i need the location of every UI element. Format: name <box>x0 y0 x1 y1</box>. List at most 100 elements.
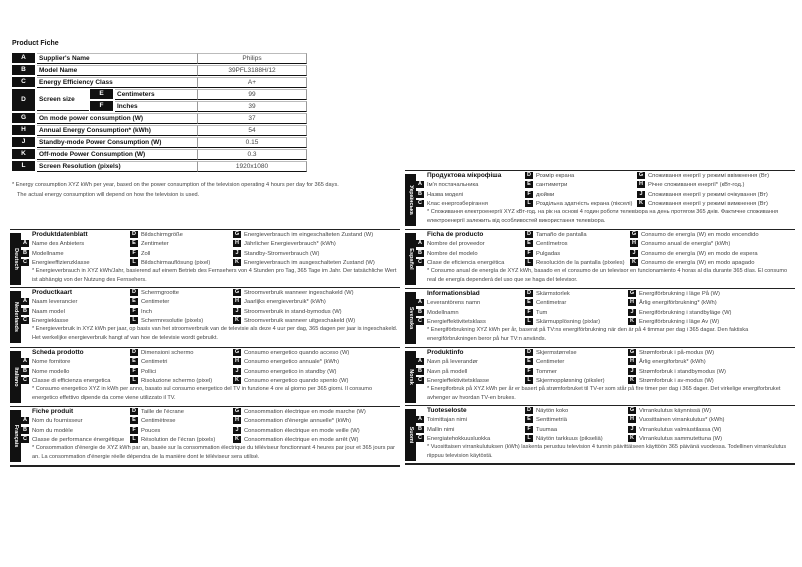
letter-badge: B <box>21 426 29 434</box>
item-label: Consumo energetico in standby (W) <box>244 368 337 375</box>
item-J: J Energiförbrukning i standbyläge (W) <box>628 308 731 316</box>
item-H: H Vuosittainen virrankulutus* (kWh) <box>628 416 724 423</box>
letter-badge: L <box>130 316 138 324</box>
item-label: Consumo energetico quando acceso (W) <box>244 350 350 357</box>
language-name: Français <box>12 424 19 448</box>
block-title: Scheda prodotto <box>32 349 84 356</box>
item-L: L Skjermoppløsning (piksler) <box>525 376 605 384</box>
item-F: F Inch <box>130 307 152 315</box>
item-label: Taille de l'écrane <box>141 409 184 416</box>
item-B: B Navn på modell <box>416 367 467 375</box>
row-value: 39PFL3188H/12 <box>197 65 307 76</box>
item-E: E Centimetrar <box>525 299 566 306</box>
block-footnote: * Energieverbruik in XYZ kWh per jaar, o… <box>32 326 398 341</box>
language-tab: Deutsch <box>10 233 21 285</box>
letter-badge: H <box>233 417 241 425</box>
item-label: Centimetri <box>141 359 168 366</box>
letter-badge: E <box>525 240 533 248</box>
item-L: L Näytön tarkkuus (pikseliä) <box>525 434 603 442</box>
item-label: Zoll <box>141 250 151 257</box>
item-G: G Stroomverbruik wanneer ingeschakeld (W) <box>233 289 354 296</box>
item-H: H Consumo anual de energía* (kWh) <box>630 240 730 247</box>
letter-badge: A <box>21 417 29 425</box>
item-L: L Risoluzione schermo (pixel) <box>130 376 212 384</box>
item-C: C Clase de eficiencia energética <box>416 258 504 266</box>
letter-badge: F <box>130 367 138 375</box>
item-label: Energiförbrukning i läge Av (W) <box>639 318 720 325</box>
item-B: B Nombre del modelo <box>416 249 478 257</box>
item-label: Nome fornitore <box>32 359 71 366</box>
item-L: L Résolution de l'écran (pixels) <box>130 435 215 443</box>
item-label: Naam leverancier <box>32 299 78 306</box>
letter-badge: K <box>637 199 645 207</box>
item-label: Energieklasse <box>32 317 69 324</box>
item-label: Standby-Stromverbrauch (W) <box>244 250 320 257</box>
item-J: J Stroomverbruik in stand-bymodus (W) <box>233 307 342 315</box>
letter-badge: H <box>628 416 636 424</box>
letter-badge: D <box>130 408 138 415</box>
item-label: Inch <box>141 308 152 315</box>
item-label: Naam model <box>32 308 65 315</box>
block-footnote: * Consumo anual de energía de XYZ kWh, b… <box>427 268 788 283</box>
row-value: 99 <box>197 89 307 100</box>
item-E: E Centimètrese <box>130 417 175 424</box>
row-letter: B <box>12 65 35 75</box>
letter-badge: D <box>525 349 533 356</box>
item-J: J Strømforbruk i standbymodus (W) <box>628 367 726 375</box>
letter-badge: C <box>21 316 29 324</box>
row-letter: C <box>12 77 35 87</box>
row-value: Philips <box>197 53 307 64</box>
item-E: E Centimetri <box>130 358 167 365</box>
language-tab: Suomi <box>405 409 416 461</box>
language-name: Suomi <box>407 426 414 444</box>
item-D: D Розмір екрана <box>525 172 574 179</box>
item-label: Resolución de la pantalla (píxeles) <box>536 259 625 266</box>
language-name: Deutsch <box>12 248 19 270</box>
item-label: Modellnamn <box>427 309 459 316</box>
item-label: Річне споживання енергії* (кВт-год.) <box>648 182 745 189</box>
table-row: J Standby-mode Power Consumption (W) 0.1… <box>12 137 307 148</box>
letter-badge: J <box>233 367 241 375</box>
letter-badge: A <box>416 299 424 307</box>
item-label: Energieverbrauch im ausgeschalteten Zust… <box>244 259 375 266</box>
letter-badge: B <box>21 307 29 315</box>
item-F: F Pulgadas <box>525 249 560 257</box>
item-A: A Nome fornitore <box>21 358 70 365</box>
row-value: 0.15 <box>197 137 307 148</box>
block-title: Tuoteseloste <box>427 407 467 414</box>
item-label: Роздільна здатність екрана (пікселі) <box>536 200 633 207</box>
letter-badge: K <box>233 376 241 384</box>
item-label: Bildschirmauflösung (pixel) <box>141 259 211 266</box>
item-B: B Nome modello <box>21 367 70 375</box>
item-label: Consumo de energía (W) en modo encendido <box>641 232 759 239</box>
letter-badge: K <box>628 317 636 325</box>
item-label: Споживання енергії у режимі ввімкнення (… <box>648 173 770 180</box>
row-label: Energy Efficiency Class <box>37 77 197 88</box>
item-A: A Toimittajan nimi <box>416 416 467 423</box>
item-A: A Ім'я постачальника <box>416 181 478 188</box>
letter-badge: E <box>525 416 533 424</box>
item-label: Consumo energetico annuale* (kWh) <box>244 359 340 366</box>
item-label: Nome modello <box>32 368 70 375</box>
table-row: B Model Name 39PFL3188H/12 <box>12 65 307 76</box>
letter-badge: E <box>130 358 138 366</box>
letter-badge: F <box>525 367 533 375</box>
table-row: A Supplier's Name Philips <box>12 53 307 64</box>
letter-badge: G <box>628 407 636 414</box>
item-G: G Virrankulutus käynnissä (W) <box>628 407 711 414</box>
item-label: Classe de performance énergétique <box>32 436 125 443</box>
item-label: Consumo de energía (W) en modo apagado <box>641 259 755 266</box>
item-G: G Consommation électrique en mode marche … <box>233 408 366 415</box>
item-label: Розмір екрана <box>536 173 575 180</box>
item-F: F Pollici <box>130 367 157 375</box>
item-label: Senttimetriä <box>536 417 567 424</box>
letter-badge: F <box>130 249 138 257</box>
letter-badge: A <box>416 181 424 189</box>
letter-badge: H <box>233 240 241 248</box>
language-tab: Italiano <box>10 351 21 403</box>
item-J: J Consommation électrique en mode veille … <box>233 426 360 434</box>
item-label: Pollici <box>141 368 157 375</box>
item-label: Ім'я постачальника <box>427 182 479 189</box>
item-G: G Consumo energetico quando acceso (W) <box>233 349 349 356</box>
